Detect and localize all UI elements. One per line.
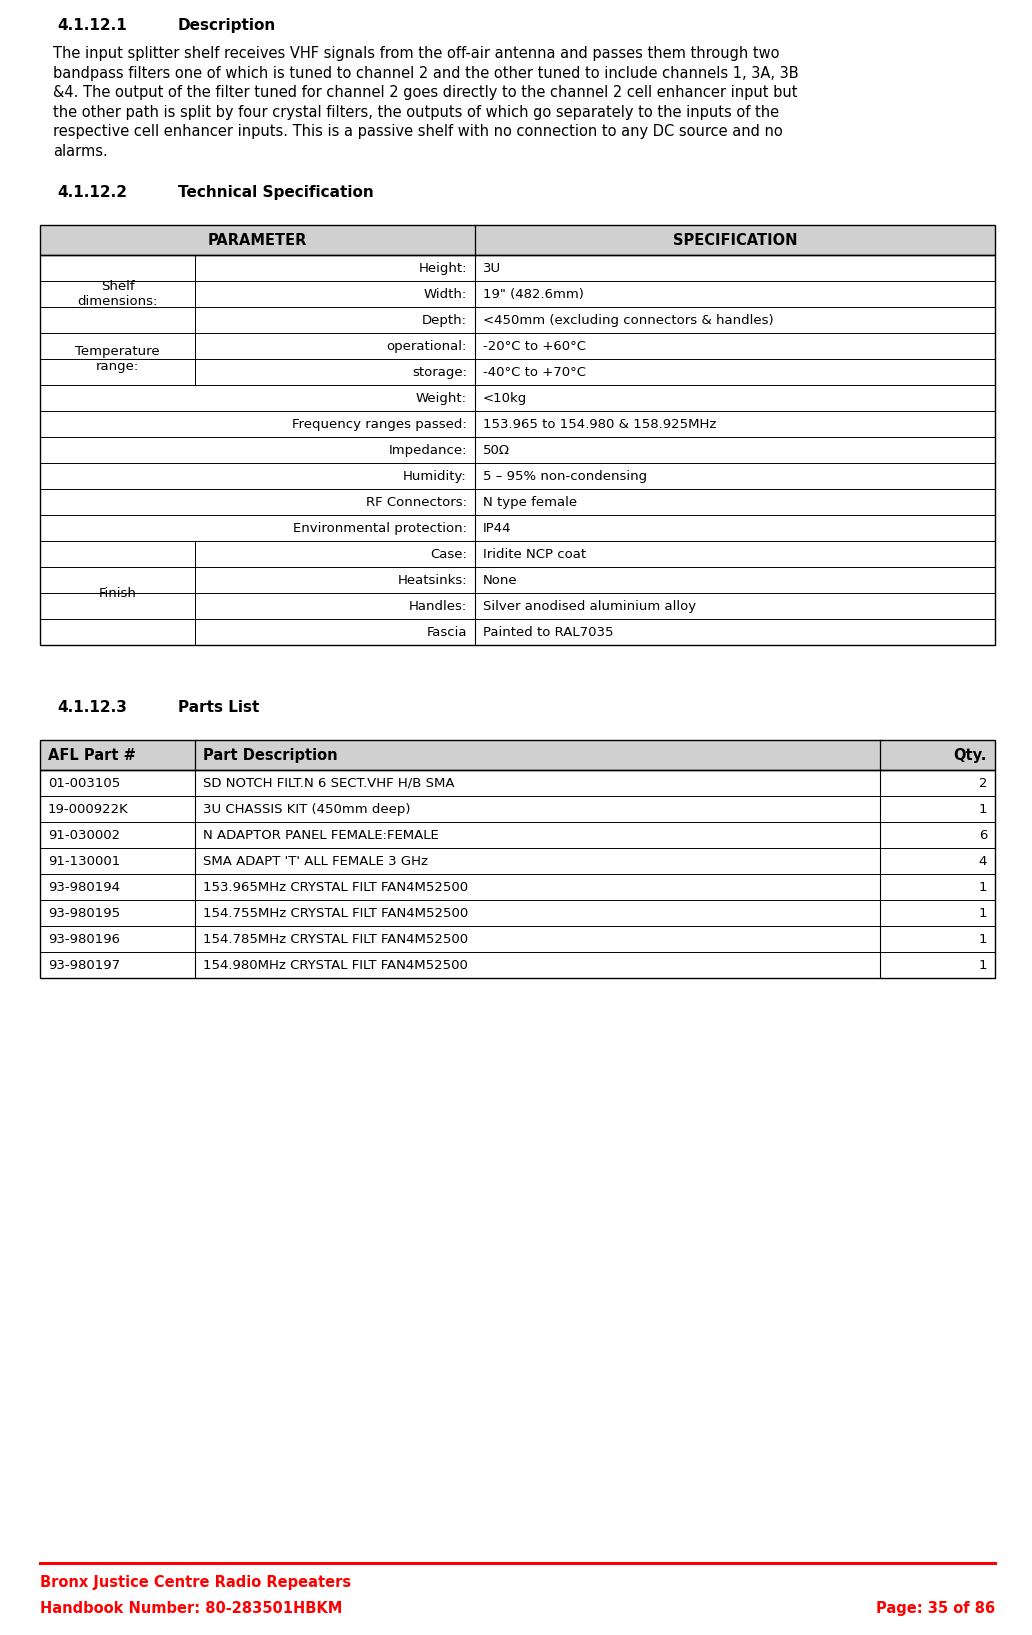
Text: Height:: Height: xyxy=(419,262,467,275)
Text: 6: 6 xyxy=(978,829,987,842)
Text: 4.1.12.1: 4.1.12.1 xyxy=(57,18,127,33)
Text: <10kg: <10kg xyxy=(483,391,527,404)
Text: AFL Part #: AFL Part # xyxy=(49,747,136,762)
Text: 153.965 to 154.980 & 158.925MHz: 153.965 to 154.980 & 158.925MHz xyxy=(483,417,716,430)
Text: N type female: N type female xyxy=(483,495,577,508)
Text: 93-980194: 93-980194 xyxy=(49,881,120,893)
Text: the other path is split by four crystal filters, the outputs of which go separat: the other path is split by four crystal … xyxy=(53,105,779,119)
Text: Qty.: Qty. xyxy=(954,747,987,762)
Text: respective cell enhancer inputs. This is a passive shelf with no connection to a: respective cell enhancer inputs. This is… xyxy=(53,124,782,139)
Text: Heatsinks:: Heatsinks: xyxy=(397,574,467,587)
Text: 91-030002: 91-030002 xyxy=(49,829,120,842)
Text: Depth:: Depth: xyxy=(422,314,467,327)
Text: Environmental protection:: Environmental protection: xyxy=(293,522,467,535)
Text: Shelf
dimensions:: Shelf dimensions: xyxy=(77,280,158,307)
Text: Page: 35 of 86: Page: 35 of 86 xyxy=(876,1601,995,1615)
Text: 1: 1 xyxy=(978,881,987,893)
Text: Handles:: Handles: xyxy=(409,600,467,613)
Text: 4: 4 xyxy=(978,855,987,868)
Text: 154.785MHz CRYSTAL FILT FAN4M52500: 154.785MHz CRYSTAL FILT FAN4M52500 xyxy=(203,932,469,945)
Text: 154.755MHz CRYSTAL FILT FAN4M52500: 154.755MHz CRYSTAL FILT FAN4M52500 xyxy=(203,906,469,919)
Text: The input splitter shelf receives VHF signals from the off-air antenna and passe: The input splitter shelf receives VHF si… xyxy=(53,46,779,60)
Text: RF Connectors:: RF Connectors: xyxy=(366,495,467,508)
Text: 1: 1 xyxy=(978,932,987,945)
Text: IP44: IP44 xyxy=(483,522,512,535)
Text: bandpass filters one of which is tuned to channel 2 and the other tuned to inclu: bandpass filters one of which is tuned t… xyxy=(53,65,799,80)
Text: operational:: operational: xyxy=(387,340,467,353)
Text: 19" (482.6mm): 19" (482.6mm) xyxy=(483,288,584,301)
Text: 93-980196: 93-980196 xyxy=(49,932,120,945)
Text: Iridite NCP coat: Iridite NCP coat xyxy=(483,548,586,561)
Bar xyxy=(40,770,995,978)
Text: 3U: 3U xyxy=(483,262,502,275)
Bar xyxy=(40,226,995,255)
Text: Silver anodised aluminium alloy: Silver anodised aluminium alloy xyxy=(483,600,697,613)
Text: Fascia: Fascia xyxy=(426,626,467,639)
Text: Frequency ranges passed:: Frequency ranges passed: xyxy=(292,417,467,430)
Text: 1: 1 xyxy=(978,958,987,971)
Text: <450mm (excluding connectors & handles): <450mm (excluding connectors & handles) xyxy=(483,314,774,327)
Text: 5 – 95% non-condensing: 5 – 95% non-condensing xyxy=(483,469,647,482)
Text: Finish: Finish xyxy=(99,587,136,600)
Text: Description: Description xyxy=(178,18,277,33)
Text: Part Description: Part Description xyxy=(203,747,337,762)
Text: None: None xyxy=(483,574,518,587)
Text: 1: 1 xyxy=(978,803,987,816)
Text: Width:: Width: xyxy=(424,288,467,301)
Text: Humidity:: Humidity: xyxy=(404,469,467,482)
Text: N ADAPTOR PANEL FEMALE:FEMALE: N ADAPTOR PANEL FEMALE:FEMALE xyxy=(203,829,439,842)
Text: Case:: Case: xyxy=(430,548,467,561)
Text: Weight:: Weight: xyxy=(416,391,467,404)
Text: 93-980197: 93-980197 xyxy=(49,958,120,971)
Text: 19-000922K: 19-000922K xyxy=(49,803,129,816)
Text: 2: 2 xyxy=(978,777,987,790)
Text: Handbook Number: 80-283501HBKM: Handbook Number: 80-283501HBKM xyxy=(40,1601,343,1615)
Text: -20°C to +60°C: -20°C to +60°C xyxy=(483,340,586,353)
Text: 1: 1 xyxy=(978,906,987,919)
Text: PARAMETER: PARAMETER xyxy=(207,232,308,247)
Text: 3U CHASSIS KIT (450mm deep): 3U CHASSIS KIT (450mm deep) xyxy=(203,803,411,816)
Text: 93-980195: 93-980195 xyxy=(49,906,120,919)
Text: &4. The output of the filter tuned for channel 2 goes directly to the channel 2 : &4. The output of the filter tuned for c… xyxy=(53,85,798,100)
Text: SMA ADAPT 'T' ALL FEMALE 3 GHz: SMA ADAPT 'T' ALL FEMALE 3 GHz xyxy=(203,855,428,868)
Text: 01-003105: 01-003105 xyxy=(49,777,121,790)
Text: Parts List: Parts List xyxy=(178,700,259,714)
Text: storage:: storage: xyxy=(412,366,467,378)
Text: Technical Specification: Technical Specification xyxy=(178,185,374,199)
Text: SPECIFICATION: SPECIFICATION xyxy=(673,232,798,247)
Text: Painted to RAL7035: Painted to RAL7035 xyxy=(483,626,613,639)
Text: 4.1.12.2: 4.1.12.2 xyxy=(57,185,127,199)
Text: 4.1.12.3: 4.1.12.3 xyxy=(57,700,127,714)
Text: alarms.: alarms. xyxy=(53,144,107,159)
Text: SD NOTCH FILT.N 6 SECT.VHF H/B SMA: SD NOTCH FILT.N 6 SECT.VHF H/B SMA xyxy=(203,777,454,790)
Text: 50Ω: 50Ω xyxy=(483,443,510,456)
Bar xyxy=(40,255,995,644)
Text: -40°C to +70°C: -40°C to +70°C xyxy=(483,366,586,378)
Text: 153.965MHz CRYSTAL FILT FAN4M52500: 153.965MHz CRYSTAL FILT FAN4M52500 xyxy=(203,881,469,893)
Text: Bronx Justice Centre Radio Repeaters: Bronx Justice Centre Radio Repeaters xyxy=(40,1575,351,1589)
Text: Impedance:: Impedance: xyxy=(388,443,467,456)
Text: 91-130001: 91-130001 xyxy=(49,855,121,868)
Text: Temperature
range:: Temperature range: xyxy=(75,345,160,373)
Bar xyxy=(40,741,995,770)
Text: 154.980MHz CRYSTAL FILT FAN4M52500: 154.980MHz CRYSTAL FILT FAN4M52500 xyxy=(203,958,467,971)
